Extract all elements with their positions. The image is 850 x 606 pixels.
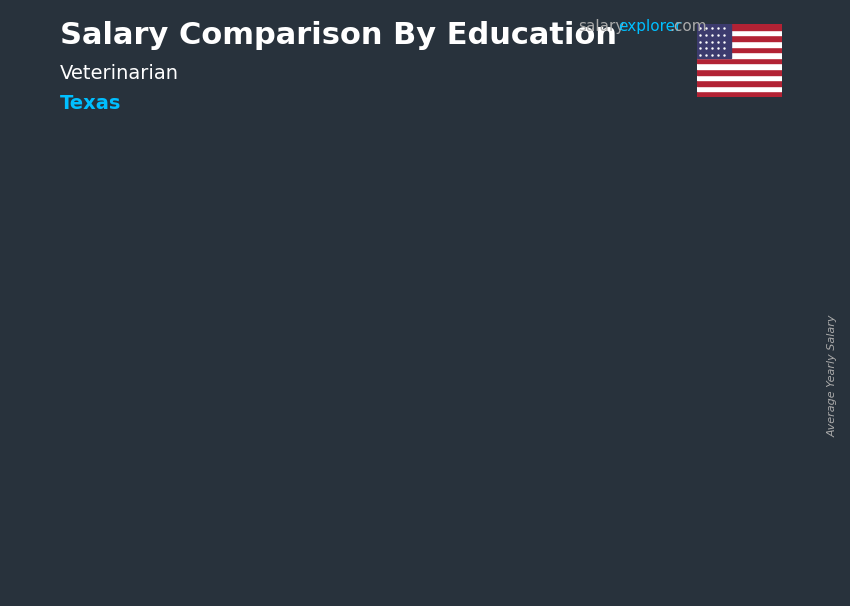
Bar xyxy=(141,360,239,371)
Bar xyxy=(697,41,782,47)
Text: salary: salary xyxy=(578,19,625,35)
Bar xyxy=(359,297,457,313)
Text: Salary Comparison By Education: Salary Comparison By Education xyxy=(60,21,616,50)
Bar xyxy=(697,69,782,75)
Bar xyxy=(697,47,782,52)
Bar xyxy=(697,80,782,86)
Bar xyxy=(697,92,782,97)
Bar xyxy=(697,24,782,30)
Bar xyxy=(697,75,782,80)
Text: 178,000 USD: 178,000 USD xyxy=(570,203,681,218)
Bar xyxy=(141,360,239,527)
Text: +38%: +38% xyxy=(243,276,333,305)
Bar xyxy=(359,297,457,527)
Text: +31%: +31% xyxy=(483,203,573,231)
Bar xyxy=(697,58,782,64)
Text: Average Yearly Salary: Average Yearly Salary xyxy=(827,315,837,437)
Text: 135,000 USD: 135,000 USD xyxy=(353,276,463,291)
Bar xyxy=(697,35,782,41)
Bar xyxy=(697,86,782,92)
Bar xyxy=(577,223,675,244)
Text: .com: .com xyxy=(669,19,706,35)
Text: Texas: Texas xyxy=(60,94,121,113)
Text: 98,100 USD: 98,100 USD xyxy=(140,339,240,355)
Bar xyxy=(697,64,782,69)
Text: explorer: explorer xyxy=(618,19,682,35)
Bar xyxy=(697,52,782,58)
Bar xyxy=(697,30,782,35)
Bar xyxy=(577,223,675,527)
Text: Veterinarian: Veterinarian xyxy=(60,64,178,82)
Bar xyxy=(697,24,731,58)
